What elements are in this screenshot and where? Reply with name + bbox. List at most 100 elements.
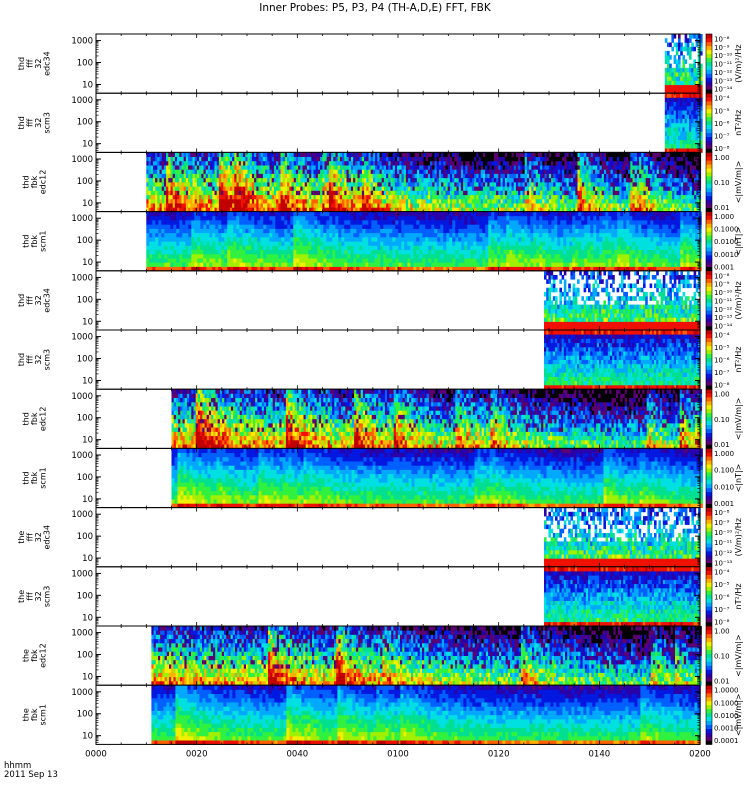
spectrogram-cell: [695, 42, 699, 48]
spectrogram-cell: [272, 245, 276, 250]
spectrogram-cell: [273, 169, 277, 174]
spectrogram-cell: [524, 160, 528, 166]
spectrogram-cell: [403, 169, 407, 174]
spectrogram-cell: [502, 165, 506, 170]
spectrogram-cell: [663, 207, 666, 212]
spectrogram-cell: [224, 245, 228, 250]
spectrogram-cell: [291, 173, 295, 179]
spectrogram-cell: [377, 203, 380, 208]
spectrogram-cell: [257, 249, 261, 255]
colorbar-segment: [706, 89, 712, 94]
spectrogram-cell: [293, 156, 297, 162]
spectrogram-cell: [170, 262, 174, 267]
spectrogram-cell: [667, 194, 671, 200]
spectrogram-cell: [581, 182, 585, 187]
spectrogram-cell: [630, 152, 633, 157]
spectrogram-cell: [257, 237, 261, 242]
spectrogram-cell: [456, 203, 460, 208]
spectrogram-cell: [388, 169, 391, 174]
spectrogram-cell: [331, 186, 334, 191]
spectrogram-cell: [269, 160, 273, 166]
spectrogram-cell: [197, 211, 201, 217]
spectrogram-cell: [224, 215, 228, 221]
spectrogram-cell: [606, 182, 609, 187]
spectrogram-cell: [458, 165, 462, 170]
spectrogram-cell: [496, 198, 499, 204]
spectrogram-cell: [480, 156, 484, 162]
spectrogram-cell: [269, 262, 273, 267]
spectrogram-cell: [181, 152, 185, 157]
spectrogram-cell: [317, 173, 321, 179]
spectrogram-cell: [284, 182, 288, 187]
spectrogram-cell: [350, 160, 354, 166]
spectrogram-cell: [203, 190, 207, 196]
spectrogram-cell: [689, 169, 693, 174]
spectrogram-cell: [551, 198, 554, 204]
spectrogram-cell: [465, 160, 468, 166]
spectrogram-cell: [632, 160, 636, 166]
spectrogram-cell: [526, 177, 530, 183]
spectrogram-cell: [260, 249, 264, 255]
spectrogram-cell: [390, 198, 394, 204]
spectrogram-cell: [652, 194, 655, 200]
spectrogram-cell: [661, 190, 664, 196]
spectrogram-cell: [423, 207, 427, 212]
spectrogram-cell: [683, 203, 686, 208]
spectrogram-cell: [460, 186, 464, 191]
spectrogram-cell: [511, 207, 515, 212]
spectrogram-cell: [218, 160, 222, 166]
spectrogram-cell: [317, 169, 321, 174]
spectrogram-cell: [207, 160, 211, 166]
spectrogram-cell: [197, 228, 201, 234]
spectrogram-cell: [695, 143, 699, 149]
spectrogram-cell: [696, 203, 699, 208]
spectrogram-cell: [238, 173, 242, 179]
spectrogram-cell: [172, 190, 176, 196]
spectrogram-cell: [218, 173, 222, 179]
spectrogram-cell: [313, 194, 317, 200]
spectrogram-cell: [445, 173, 449, 179]
spectrogram-cell: [272, 258, 276, 263]
spectrogram-cell: [423, 156, 427, 162]
spectrogram-cell: [281, 249, 285, 255]
spectrogram-cell: [386, 186, 389, 191]
spectrogram-cell: [181, 194, 185, 200]
spectrogram-cell: [399, 190, 402, 196]
spectrogram-cell: [214, 152, 218, 157]
spectrogram-cell: [456, 198, 460, 204]
spectrogram-cell: [164, 237, 168, 242]
spectrogram-cell: [245, 177, 248, 183]
spectrogram-cell: [537, 186, 541, 191]
spectrogram-cell: [295, 173, 299, 179]
spectrogram-cell: [421, 207, 424, 212]
spectrogram-cell: [588, 173, 592, 179]
spectrogram-cell: [678, 177, 682, 183]
spectrogram-cell: [683, 160, 686, 166]
spectrogram-cell: [493, 156, 497, 162]
spectrogram-cell: [251, 245, 255, 250]
spectrogram-cell: [161, 207, 165, 212]
spectrogram-cell: [203, 249, 207, 255]
spectrogram-cell: [214, 194, 218, 200]
spectrogram-cell: [245, 253, 249, 259]
spectrogram-cell: [331, 203, 334, 208]
spectrogram-cell: [158, 220, 162, 225]
spectrogram-cell: [368, 186, 372, 191]
spectrogram-cell: [182, 258, 186, 263]
spectrogram-cell: [661, 186, 664, 191]
spectrogram-cell: [542, 198, 545, 204]
spectrogram-cell: [199, 177, 202, 183]
spectrogram-cell: [230, 237, 234, 242]
spectrogram-cell: [533, 194, 537, 200]
spectrogram-cell: [634, 177, 638, 183]
spectrogram-cell: [687, 198, 691, 204]
spectrogram-cell: [661, 194, 664, 200]
spectrogram-cell: [603, 190, 607, 196]
spectrogram-cell: [164, 211, 168, 217]
spectrogram-cell: [680, 194, 684, 200]
spectrogram-cell: [447, 152, 451, 157]
spectrogram-cell: [566, 169, 570, 174]
spectrogram-cell: [306, 182, 310, 187]
spectrogram-cell: [269, 177, 273, 183]
spectrogram-cell: [298, 165, 301, 170]
